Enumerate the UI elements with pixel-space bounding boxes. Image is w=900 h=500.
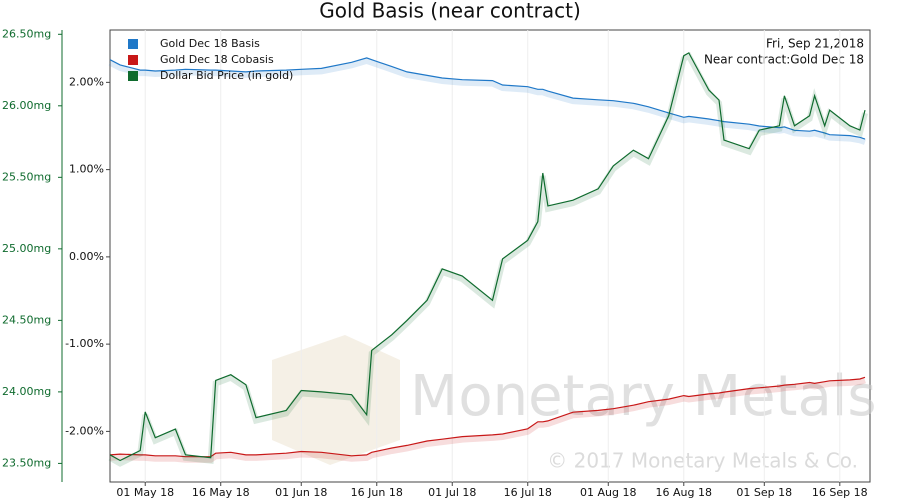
legend-label: Gold Dec 18 Basis: [160, 37, 260, 50]
y-tick-label: 23.50mg: [2, 456, 51, 469]
legend-label: Dollar Bid Price (in gold): [160, 69, 293, 82]
y-tick-label: 26.50mg: [2, 27, 51, 40]
watermark-text: Monetary Metals: [410, 364, 877, 429]
y2-tick-label: 1.00%: [69, 163, 104, 176]
x-tick-label: 01 Jul 18: [428, 486, 476, 499]
legend-swatch: [128, 55, 138, 65]
chart-title: Gold Basis (near contract): [319, 0, 581, 23]
y2-tick-label: -1.00%: [65, 337, 104, 350]
x-tick-label: 01 Jun 18: [275, 486, 327, 499]
x-tick-label: 16 Aug 18: [656, 486, 712, 499]
y-tick-label: 24.50mg: [2, 313, 51, 326]
legend-label: Gold Dec 18 Cobasis: [160, 53, 274, 66]
legend-swatch: [128, 39, 138, 49]
annotation: Fri, Sep 21,2018: [766, 37, 864, 51]
y2-tick-label: -2.00%: [65, 424, 104, 437]
x-tick-label: 01 Sep 18: [736, 486, 792, 499]
series-line: [109, 57, 866, 140]
y2-tick-label: 0.00%: [69, 250, 104, 263]
x-tick-label: 16 Jun 18: [351, 486, 403, 499]
watermark-logo: [272, 335, 400, 465]
series-line: [109, 376, 866, 458]
series-line: [109, 52, 866, 462]
y-tick-label: 26.00mg: [2, 99, 51, 112]
series-shadow: [109, 377, 866, 463]
x-tick-label: 01 Aug 18: [580, 486, 636, 499]
y2-tick-label: 2.00%: [69, 75, 104, 88]
legend-swatch: [128, 71, 138, 81]
y-tick-label: 24.00mg: [2, 385, 51, 398]
y-tick-label: 25.50mg: [2, 170, 51, 183]
x-tick-label: 16 May 18: [192, 486, 250, 499]
plot-area: [109, 29, 871, 483]
annotation: Near contract:Gold Dec 18: [704, 53, 864, 67]
watermark-copyright: © 2017 Monetary Metals & Co.: [547, 449, 858, 473]
series-shadow: [108, 57, 866, 145]
x-tick-label: 01 May 18: [116, 486, 174, 499]
x-tick-label: 16 Jul 18: [504, 486, 552, 499]
y-tick-label: 25.00mg: [2, 242, 51, 255]
x-tick-label: 16 Sep 18: [812, 486, 868, 499]
